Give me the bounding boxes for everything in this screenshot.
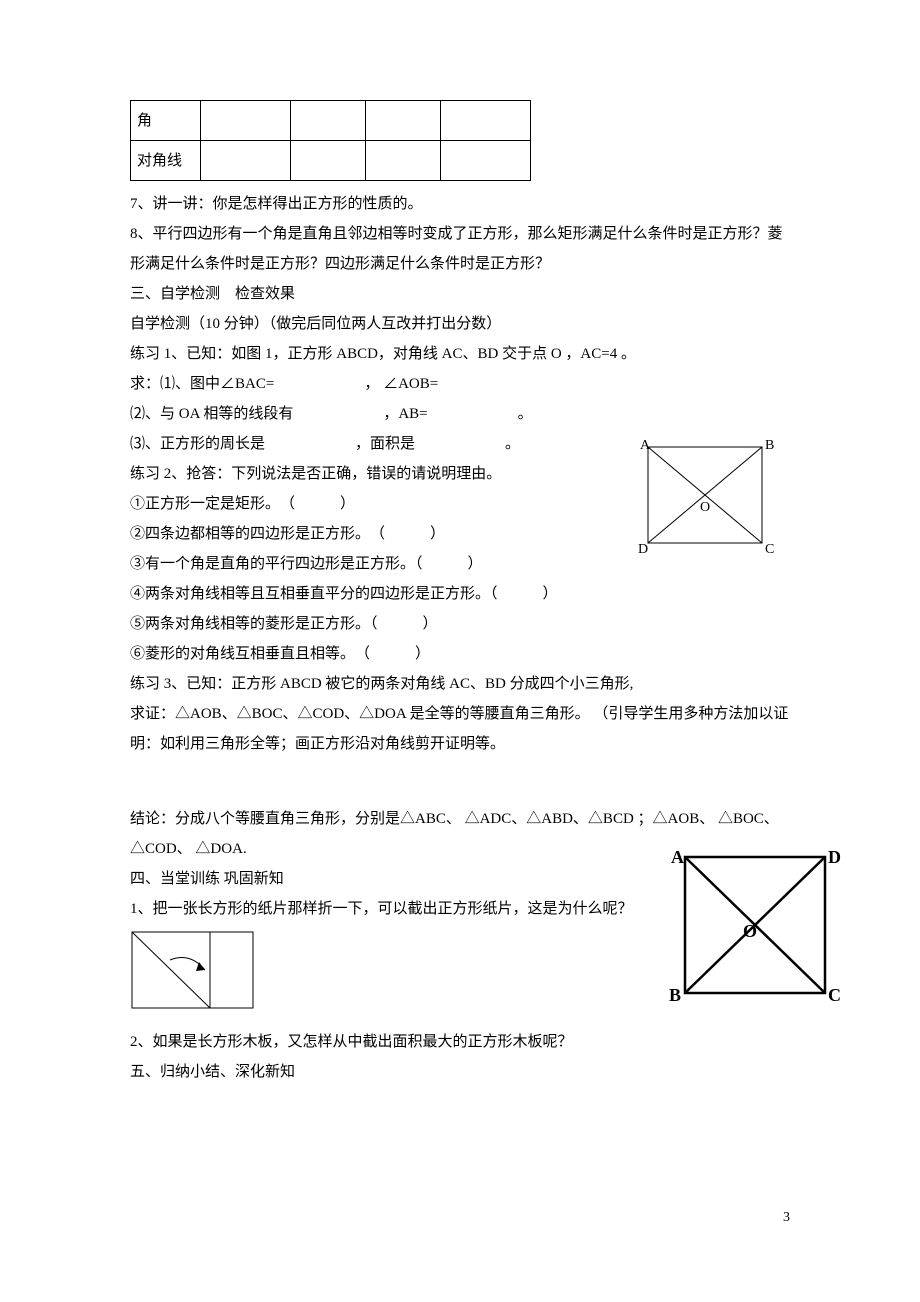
exercise-3-head: 练习 3、已知：正方形 ABCD 被它的两条对角线 AC、BD 分成四个小三角形… bbox=[130, 669, 790, 699]
ex1-1b: ， ∠AOB= bbox=[364, 376, 438, 392]
label-d: D bbox=[638, 542, 648, 555]
label-o: O bbox=[700, 500, 710, 515]
section-3-heading: 三、自学检测 检查效果 bbox=[130, 279, 790, 309]
label-c: C bbox=[765, 542, 774, 555]
label-a: A bbox=[671, 847, 684, 867]
label-o: O bbox=[743, 921, 757, 941]
label-d: D bbox=[828, 847, 841, 867]
page-number: 3 bbox=[783, 1204, 790, 1232]
section-3-note: 自学检测（10 分钟）（做完后同位两人互改并打出分数） bbox=[130, 309, 790, 339]
exercise-1-line1: 求：⑴、图中∠BAC= ， ∠AOB= bbox=[130, 369, 790, 399]
label-c: C bbox=[828, 985, 841, 1005]
figure-2-square-abcd-bold: A D B C O bbox=[665, 845, 845, 1005]
exercise-1-line2: ⑵、与 OA 相等的线段有 ，AB= 。 bbox=[130, 399, 790, 429]
ex1-3b: ，面积是 bbox=[355, 436, 415, 452]
row-label-angle: 角 bbox=[131, 101, 201, 141]
label-a: A bbox=[640, 438, 651, 453]
ex1-2b: ，AB= bbox=[383, 406, 427, 422]
ex1-3c: 。 bbox=[505, 436, 520, 452]
section-4-item2: 2、如果是长方形木板，又怎样从中截出面积最大的正方形木板呢？ bbox=[130, 1027, 790, 1057]
exercise-1-head: 练习 1、已知：如图 1，正方形 ABCD，对角线 AC、BD 交于点 O ，A… bbox=[130, 339, 790, 369]
item-8: 8、平行四边形有一个角是直角且邻边相等时变成了正方形，那么矩形满足什么条件时是正… bbox=[130, 219, 790, 279]
properties-table: 角 对角线 bbox=[130, 100, 531, 181]
row-label-diagonal: 对角线 bbox=[131, 141, 201, 181]
exercise-2-6: ⑥菱形的对角线互相垂直且相等。 （ ） bbox=[130, 639, 790, 669]
exercise-2-4: ④两条对角线相等且互相垂直平分的四边形是正方形。（ ） bbox=[130, 579, 790, 609]
ex1-3a: ⑶、正方形的周长是 bbox=[130, 436, 265, 452]
exercise-3-body: 求证：△AOB、△BOC、△COD、△DOA 是全等的等腰直角三角形。 （引导学… bbox=[130, 699, 790, 759]
ex1-2a: ⑵、与 OA 相等的线段有 bbox=[130, 406, 293, 422]
ex1-1a: 求：⑴、图中∠BAC= bbox=[130, 376, 274, 392]
item-7: 7、讲一讲：你是怎样得出正方形的性质的。 bbox=[130, 189, 790, 219]
label-b: B bbox=[669, 985, 681, 1005]
section-5-heading: 五、归纳小结、深化新知 bbox=[130, 1057, 790, 1087]
exercise-2-5: ⑤两条对角线相等的菱形是正方形。（ ） bbox=[130, 609, 790, 639]
table-row: 角 bbox=[131, 101, 531, 141]
label-b: B bbox=[765, 438, 774, 453]
table-row: 对角线 bbox=[131, 141, 531, 181]
ex1-2c: 。 bbox=[518, 406, 533, 422]
figure-1-square-abcd: A B C D O bbox=[630, 435, 780, 555]
